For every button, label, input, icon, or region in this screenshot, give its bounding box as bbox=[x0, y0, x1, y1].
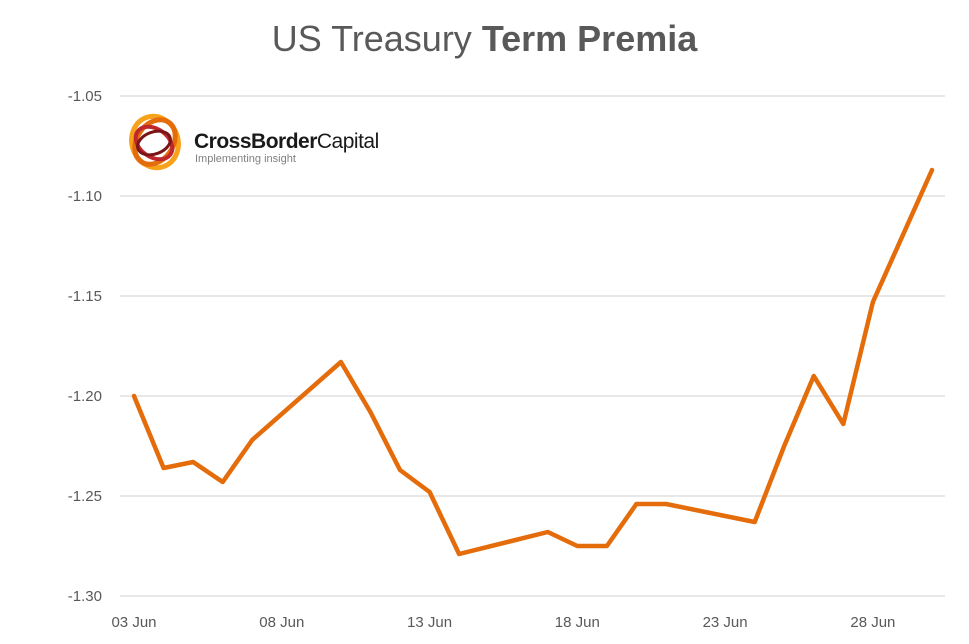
logo-name-bold: CrossBorder bbox=[194, 130, 317, 153]
y-tick-label: -1.10 bbox=[68, 188, 102, 205]
x-tick-label: 28 Jun bbox=[850, 614, 895, 631]
data-point bbox=[545, 530, 550, 534]
x-axis: 03 Jun 08 Jun 13 Jun 18 Jun 23 Jun 28 Jun bbox=[111, 614, 895, 631]
data-point bbox=[604, 544, 609, 548]
y-tick-label: -1.30 bbox=[68, 588, 102, 605]
data-point bbox=[782, 444, 787, 448]
data-point bbox=[220, 480, 225, 484]
y-tick-label: -1.05 bbox=[68, 88, 102, 105]
data-point bbox=[841, 422, 846, 426]
data-point bbox=[368, 410, 373, 414]
logo-name-regular: Capital bbox=[316, 130, 379, 153]
y-axis: -1.05 -1.10 -1.15 -1.20 -1.25 -1.30 bbox=[68, 88, 102, 605]
data-point bbox=[250, 438, 255, 442]
data-point bbox=[811, 374, 816, 378]
data-point bbox=[161, 466, 166, 470]
x-tick-label: 03 Jun bbox=[111, 614, 156, 631]
data-point bbox=[930, 168, 934, 172]
data-point bbox=[575, 544, 580, 548]
chart-title-bold: Term Premia bbox=[481, 18, 698, 59]
x-tick-label: 13 Jun bbox=[407, 614, 452, 631]
crossborder-capital-logo: CrossBorderCapital Implementing insight bbox=[128, 108, 388, 178]
logo-swirl-icon bbox=[129, 113, 181, 171]
data-point bbox=[338, 360, 343, 364]
y-tick-label: -1.25 bbox=[68, 488, 102, 505]
y-tick-label: -1.20 bbox=[68, 388, 102, 405]
data-point bbox=[664, 502, 668, 506]
logo-tagline: Implementing insight bbox=[195, 153, 296, 165]
data-point bbox=[132, 394, 136, 398]
y-tick-label: -1.15 bbox=[68, 288, 102, 305]
x-tick-label: 18 Jun bbox=[555, 614, 600, 631]
data-point bbox=[427, 490, 432, 494]
data-point bbox=[634, 502, 639, 506]
data-point bbox=[191, 460, 196, 464]
data-point bbox=[398, 468, 402, 472]
x-tick-label: 23 Jun bbox=[703, 614, 748, 631]
chart-title: US Treasury Term Premia bbox=[0, 18, 969, 60]
logo-name: CrossBorderCapital bbox=[194, 130, 379, 154]
data-point bbox=[752, 520, 757, 524]
data-point bbox=[457, 552, 462, 556]
x-tick-label: 08 Jun bbox=[259, 614, 304, 631]
chart-title-normal: US Treasury bbox=[271, 18, 482, 59]
series-group bbox=[131, 167, 935, 557]
data-point bbox=[870, 300, 875, 304]
